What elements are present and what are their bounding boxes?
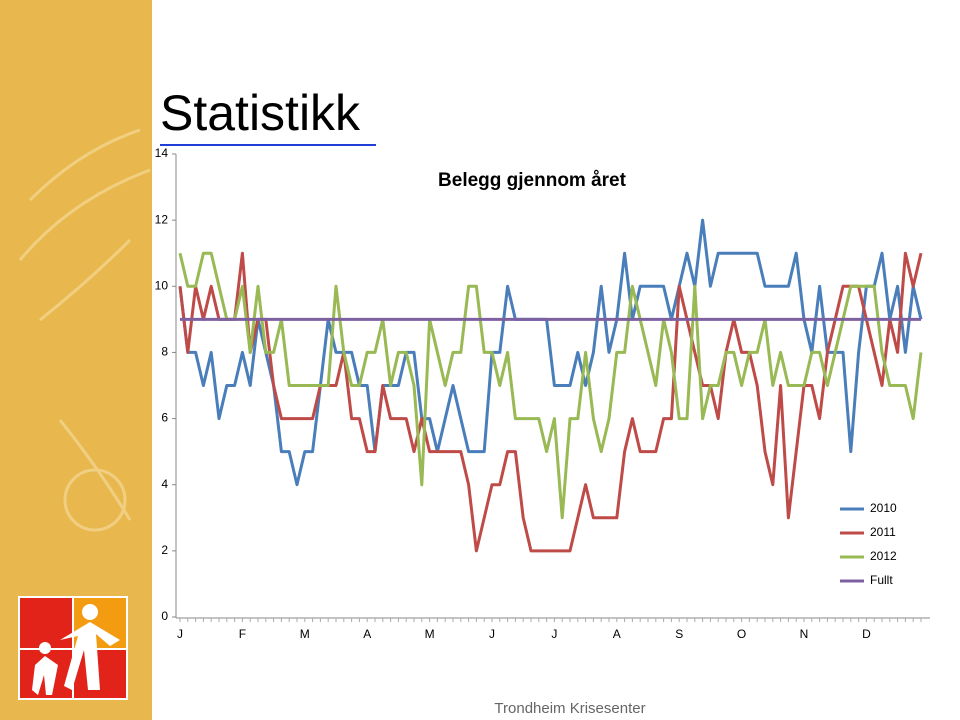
y-tick-label: 6 [161,411,168,425]
x-tick-label: J [177,627,183,641]
side-decoration [18,128,151,532]
legend-label: Fullt [870,573,893,587]
logo [18,596,128,700]
x-tick-label: S [675,627,683,641]
x-tick-label: D [862,627,871,641]
y-tick-label: 8 [161,345,168,359]
y-tick-label: 14 [155,146,169,160]
x-tick-label: J [551,627,557,641]
x-tick-label: A [363,627,371,641]
x-tick-label: M [425,627,435,641]
series-line [178,251,923,553]
y-tick-label: 2 [161,543,168,557]
x-tick-label: A [613,627,621,641]
y-tick-label: 10 [155,278,169,292]
y-tick-label: 0 [161,609,168,623]
footer: Trondheim Krisesenter [494,700,645,717]
x-tick-label: J [489,627,495,641]
slide-title: Statistikk [160,85,361,141]
legend-label: 2012 [870,549,897,563]
series-line [178,251,923,520]
x-tick-label: F [239,627,246,641]
x-tick-label: M [300,627,310,641]
x-tick-label: N [800,627,809,641]
y-tick-label: 4 [161,477,168,491]
x-tick-label: O [737,627,746,641]
legend-label: 2010 [870,501,897,515]
chart-title: Belegg gjennom året [438,170,627,191]
legend-label: 2011 [870,525,896,539]
series-line [178,218,923,487]
y-tick-label: 12 [155,212,169,226]
